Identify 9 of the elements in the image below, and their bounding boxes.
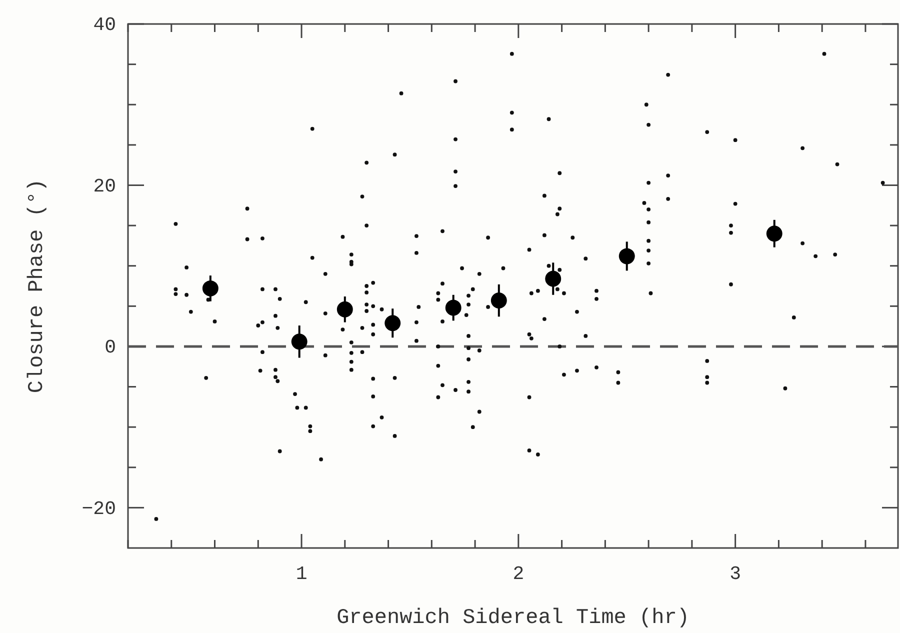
y-axis-title: Closure Phase (°) <box>26 178 49 394</box>
y-tick-label: −20 <box>82 498 116 520</box>
y-tick-label: 20 <box>93 175 116 198</box>
x-axis-title: Greenwich Sidereal Time (hr) <box>336 607 690 630</box>
y-tick-label: 0 <box>104 336 116 359</box>
x-tick-label: 1 <box>296 563 308 586</box>
y-tick-label: 40 <box>93 14 116 36</box>
x-tick-label: 2 <box>512 563 524 586</box>
x-tick-label: 3 <box>730 563 742 586</box>
